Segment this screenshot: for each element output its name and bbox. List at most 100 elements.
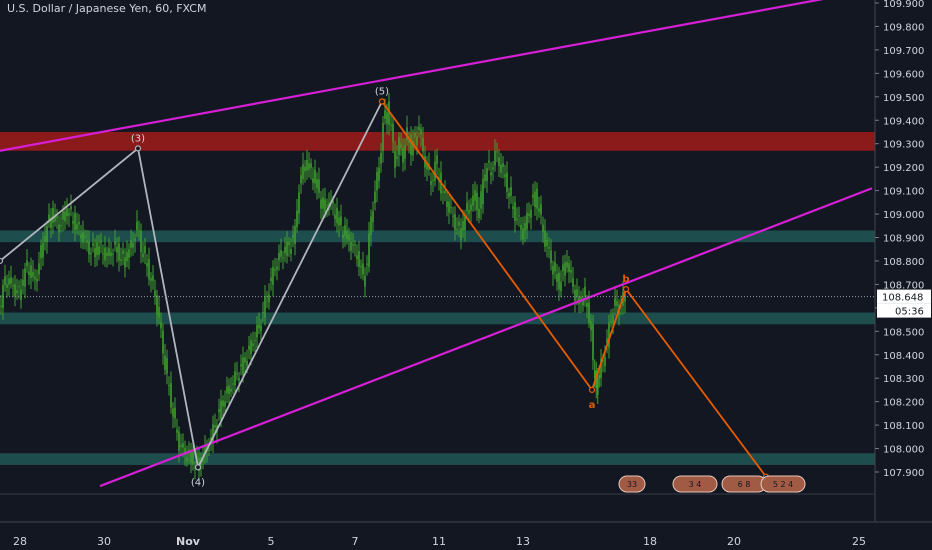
candle-body — [394, 151, 396, 169]
candle-body — [146, 263, 148, 267]
candle-body — [354, 244, 356, 246]
candle-body — [148, 259, 150, 280]
candle-body — [70, 206, 72, 210]
candle-body — [516, 218, 518, 220]
candle-body — [408, 140, 410, 143]
candle-body — [536, 188, 538, 209]
candle-body — [588, 302, 590, 323]
candle-body — [38, 263, 40, 275]
candle-body — [382, 122, 384, 152]
candle-body — [624, 294, 626, 302]
candle-body — [468, 209, 470, 214]
candle-body — [500, 164, 502, 173]
candle-body — [592, 324, 594, 361]
candle-body — [550, 250, 552, 264]
candle-body — [52, 208, 54, 223]
y-axis-tick-label: 109.100 — [883, 187, 924, 198]
candle-body — [372, 211, 374, 223]
candle-body — [240, 364, 242, 367]
candle-body — [546, 239, 548, 247]
candle-body — [176, 429, 178, 433]
time-marker-label: 33 — [627, 480, 637, 489]
candle-body — [116, 247, 118, 253]
candle-body — [250, 340, 252, 354]
y-axis-tick-label: 108.500 — [883, 327, 924, 338]
candle-body — [494, 150, 496, 166]
candle-body — [234, 371, 236, 386]
candle-body — [464, 214, 466, 230]
y-axis-tick-label: 109.400 — [883, 116, 924, 127]
candle-body — [542, 224, 544, 232]
candle-body — [6, 284, 8, 288]
candle-body — [400, 143, 402, 148]
candle-body — [356, 255, 358, 260]
time-marker-pill[interactable] — [618, 475, 646, 493]
candle-body — [86, 240, 88, 243]
candle-body — [138, 230, 140, 232]
candle-body — [450, 207, 452, 209]
candle-body — [140, 230, 142, 253]
candle-body — [490, 172, 492, 176]
candle-body — [114, 241, 116, 245]
candle-body — [576, 289, 578, 297]
candle-body — [460, 228, 462, 240]
x-axis-tick-label: 7 — [352, 535, 359, 548]
y-axis-tick-label: 109.700 — [883, 46, 924, 57]
candle-body — [462, 221, 464, 231]
candle-body — [596, 377, 599, 395]
x-axis-tick-label: 13 — [516, 535, 530, 548]
candle-body — [72, 221, 74, 224]
x-axis-tick-label: 20 — [727, 535, 741, 548]
candle-body — [540, 204, 542, 215]
candle-body — [526, 212, 528, 230]
candle-body — [558, 272, 560, 290]
candle-body — [402, 147, 404, 163]
candle-body — [142, 253, 144, 258]
time-marker-pill[interactable] — [672, 475, 718, 493]
y-axis-tick-label: 109.600 — [883, 69, 924, 80]
main-wave-label: (5) — [375, 86, 389, 97]
x-axis-tick-label: 11 — [432, 535, 446, 548]
candle-body — [562, 264, 564, 272]
x-axis-tick-label: 5 — [268, 535, 275, 548]
time-marker-pill[interactable] — [760, 475, 806, 493]
candle-body — [282, 257, 284, 259]
candle-body — [110, 252, 112, 257]
candle-body — [548, 247, 550, 249]
candle-body — [566, 261, 568, 268]
candle-body — [192, 451, 194, 465]
candle-body — [612, 315, 614, 323]
candle-body — [340, 216, 342, 225]
candle-body — [412, 140, 414, 156]
candle-body — [242, 357, 244, 375]
y-axis-tick-label: 108.800 — [883, 257, 924, 268]
candle-body — [100, 240, 102, 243]
candle-body — [316, 179, 318, 189]
candle-body — [580, 296, 582, 302]
candle-body — [18, 285, 20, 288]
candle-body — [452, 215, 454, 217]
candle-body — [302, 164, 304, 179]
candle-body — [280, 250, 282, 257]
candle-body — [593, 369, 596, 379]
candle-body — [430, 181, 432, 186]
candle-body — [384, 110, 386, 119]
candle-body — [406, 127, 408, 141]
candle-body — [472, 195, 474, 206]
candle-body — [434, 161, 436, 181]
candle-body — [530, 209, 532, 218]
candle-body — [502, 163, 504, 167]
candle-body — [268, 294, 270, 303]
candle-body — [598, 375, 601, 378]
candle-body — [496, 151, 498, 153]
candle-body — [46, 226, 48, 243]
candle-body — [338, 217, 340, 226]
y-axis-tick-label: 109.900 — [883, 0, 924, 10]
candle-body — [552, 265, 554, 275]
candle-body — [108, 248, 110, 256]
candle-body — [248, 345, 250, 350]
candle-body — [568, 263, 570, 272]
y-axis-tick-label: 109.000 — [883, 210, 924, 221]
y-axis-tick-label: 108.700 — [883, 280, 924, 291]
